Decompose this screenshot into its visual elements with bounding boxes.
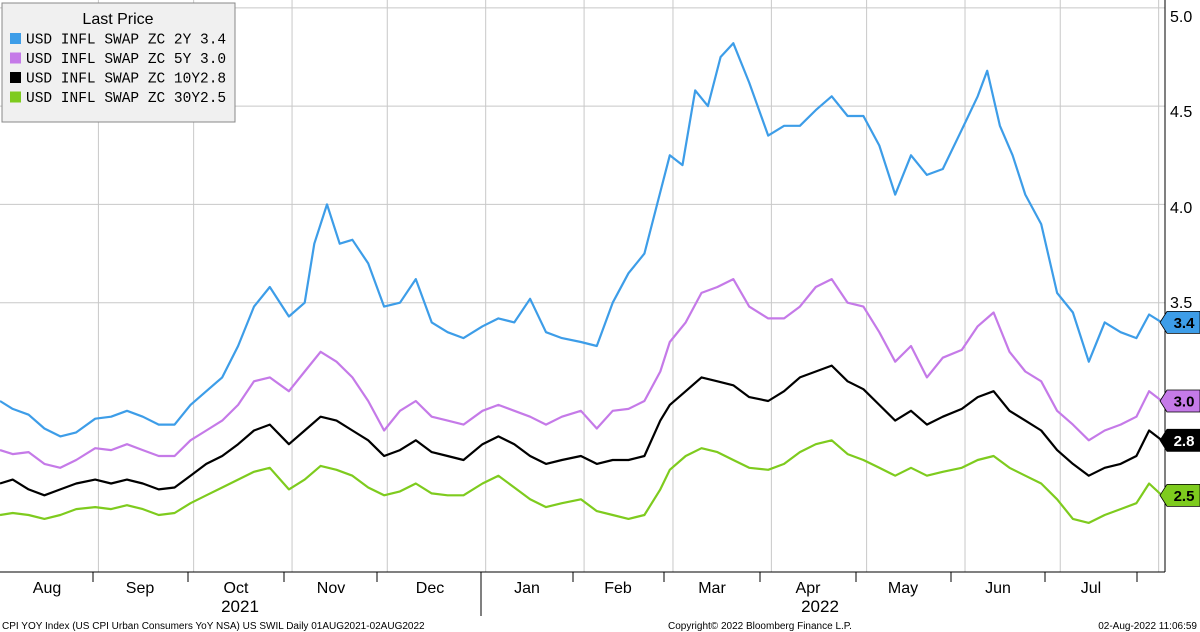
last-value-tag-0: 3.4 [1159,310,1200,334]
x-tick-jul: Jul [1081,580,1101,597]
series-line-1 [0,278,1163,469]
last-value-label-1: 3.0 [1174,393,1195,410]
legend-entry-2: USD INFL SWAP ZC 10Y [26,72,200,88]
y-tick-label-3-5: 3.5 [1170,295,1192,312]
last-value-tag-3: 2.5 [1159,483,1200,507]
footer-source: CPI YOY Index (US CPI Urban Consumers Yo… [2,621,425,632]
y-tick-label-4-5: 4.5 [1170,104,1192,121]
legend-box [1,2,236,123]
legend-title: Last Price [82,11,153,28]
series-line-2 [0,364,1163,497]
legend-swatch-0 [10,33,21,44]
x-axis-labels: Aug Sep Oct Nov Dec Jan Feb Mar Apr May … [33,580,1101,597]
x-tick-apr: Apr [796,580,822,597]
x-tick-sep: Sep [126,580,155,597]
series-line-0 [0,42,1163,438]
footer-timestamp: 02-Aug-2022 11:06:59 [1098,621,1197,632]
legend-entry-3: USD INFL SWAP ZC 30Y [26,91,200,107]
legend-items: USD INFL SWAP ZC 2Y 3.4 USD INFL SWAP ZC 5… [10,33,226,107]
series-line-3 [0,439,1163,525]
chart-grid [0,0,1165,572]
legend-swatch-3 [10,91,21,103]
x-year-2021: 2021 [221,597,259,616]
x-tick-feb: Feb [604,580,632,597]
last-value-tag-2: 2.8 [1159,428,1200,452]
x-axis-ticks [92,572,1138,616]
last-value-label-3: 2.5 [1174,488,1195,505]
x-tick-mar: Mar [698,580,726,597]
legend-entry-0: USD INFL SWAP ZC 2Y [26,33,192,49]
x-tick-nov: Nov [317,580,345,597]
legend-entry-1: USD INFL SWAP ZC 5Y [26,52,192,68]
last-value-tags: 3.4 3.0 2.8 2.5 [1159,310,1200,507]
x-tick-oct: Oct [224,580,249,597]
last-value-label-0: 3.4 [1174,315,1196,332]
legend-value-3: 2.5 [200,91,226,107]
x-year-2022: 2022 [801,597,839,616]
x-tick-dec: Dec [416,580,444,597]
y-tick-label-4-0: 4.0 [1170,200,1192,217]
x-tick-aug: Aug [33,580,61,597]
y-tick-label-5-0: 5.0 [1170,9,1192,26]
legend-value-1: 3.0 [200,52,226,68]
footer-copyright: Copyright© 2022 Bloomberg Finance L.P. [668,621,852,632]
x-tick-may: May [888,580,918,597]
x-tick-jun: Jun [985,580,1011,597]
legend-value-0: 3.4 [200,33,226,49]
legend-value-2: 2.8 [200,72,226,88]
legend-swatch-2 [10,72,21,83]
legend-swatch-1 [10,52,21,64]
last-value-tag-1: 3.0 [1159,389,1200,413]
series-layer [0,42,1163,525]
x-tick-jan: Jan [514,580,540,597]
last-value-label-2: 2.8 [1174,433,1195,450]
